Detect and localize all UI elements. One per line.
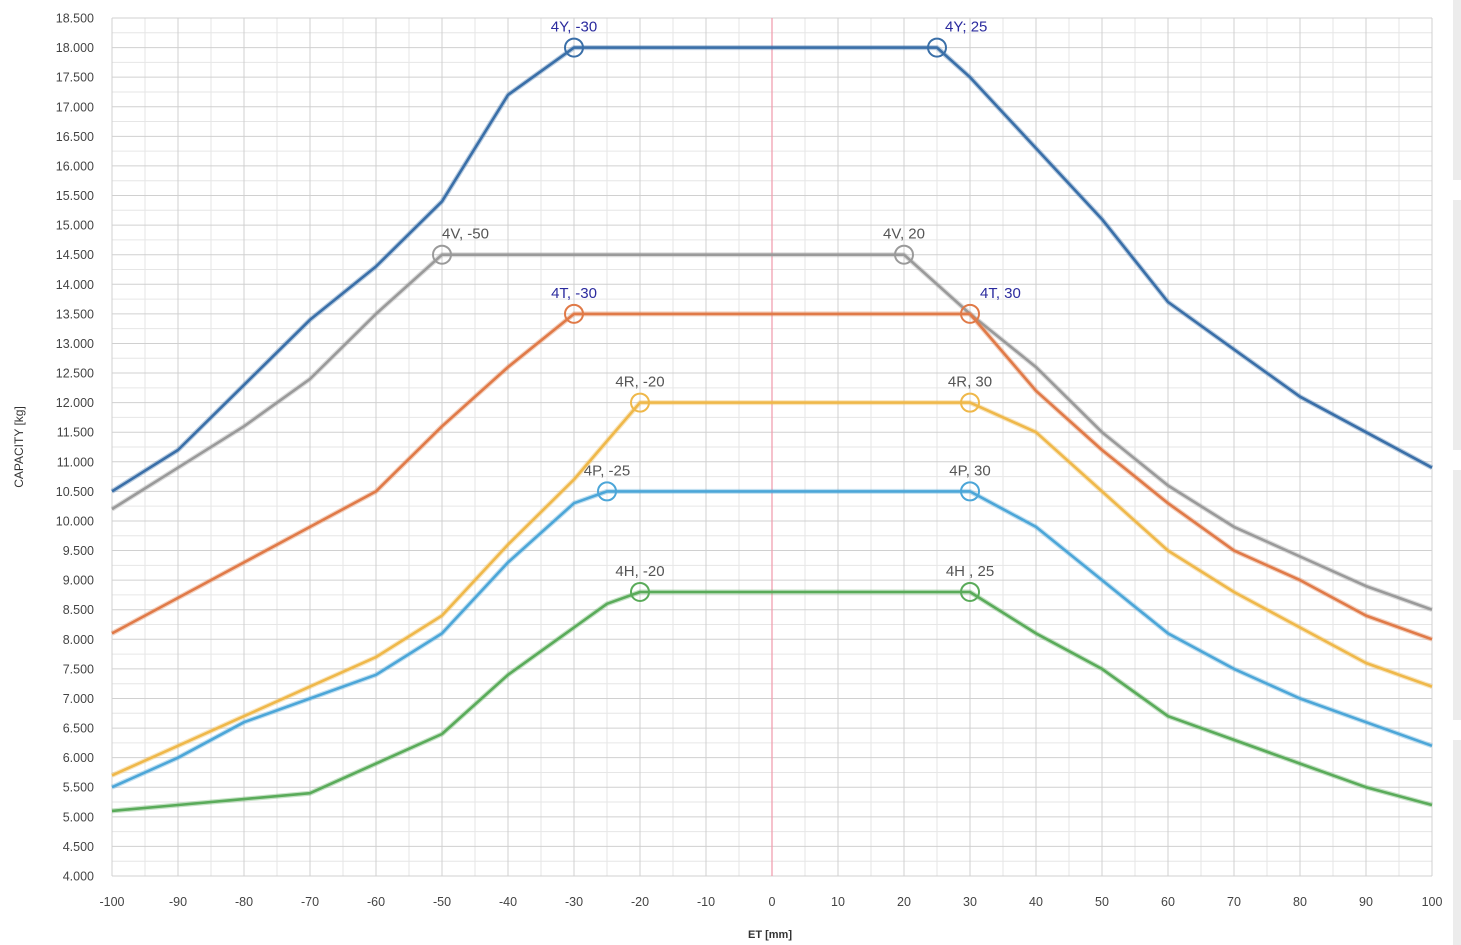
y-tick-label: 6.000 xyxy=(63,751,94,765)
data-point-label: 4R, 30 xyxy=(948,374,992,391)
side-panel-strip xyxy=(1453,740,1461,945)
x-tick-label: -40 xyxy=(499,895,517,909)
y-tick-label: 13.000 xyxy=(56,337,94,351)
y-tick-label: 16.000 xyxy=(56,159,94,173)
data-point-label: 4V, -50 xyxy=(442,226,489,243)
x-tick-label: 70 xyxy=(1227,895,1241,909)
series-line xyxy=(111,401,1433,777)
marker-circle xyxy=(960,392,980,413)
y-tick-label: 15.500 xyxy=(56,189,94,203)
y-tick-label: 7.500 xyxy=(63,662,94,676)
x-axis-title: ET [mm] xyxy=(748,929,792,941)
x-tick-label: 40 xyxy=(1029,895,1043,909)
y-tick-label: 5.000 xyxy=(63,810,94,824)
data-point-label: 4H , 25 xyxy=(946,563,994,580)
data-point-label: 4R, -20 xyxy=(615,374,664,391)
y-tick-labels: 4.000 4.500 5.000 5.500 6.000 6.500 7.000 7.500… xyxy=(56,12,94,884)
y-tick-label: 12.000 xyxy=(56,396,94,410)
side-panel-strip xyxy=(1453,470,1461,720)
marker-circle xyxy=(960,581,980,602)
series-line xyxy=(111,46,1433,493)
marker-circle xyxy=(432,244,452,265)
y-tick-label: 15.000 xyxy=(56,219,94,233)
y-tick-label: 16.500 xyxy=(56,130,94,144)
y-tick-label: 17.000 xyxy=(56,100,94,114)
x-tick-label: 80 xyxy=(1293,895,1307,909)
x-tick-labels: -100 -90 -80 -70 -60 -50 -40 -30 -20 -10 0 10 20 30 40… xyxy=(99,895,1442,909)
y-tick-label: 18.500 xyxy=(56,12,94,26)
series-layer xyxy=(110,45,1434,814)
marker-circle xyxy=(960,481,980,502)
x-tick-label: -60 xyxy=(367,895,385,909)
y-tick-label: 10.000 xyxy=(56,514,94,528)
x-tick-label: 0 xyxy=(769,895,776,909)
data-point-label: 4P, 30 xyxy=(949,462,990,479)
x-tick-label: -20 xyxy=(631,895,649,909)
x-tick-label: 20 xyxy=(897,895,911,909)
series-line xyxy=(111,590,1433,813)
side-panel-strip xyxy=(1453,200,1461,450)
data-point-label: 4Y, -30 xyxy=(551,19,597,36)
y-tick-label: 9.000 xyxy=(63,574,94,588)
series-line xyxy=(111,490,1433,789)
data-point-label: 4T, -30 xyxy=(551,285,597,302)
y-tick-label: 14.500 xyxy=(56,248,94,262)
y-tick-label: 13.500 xyxy=(56,307,94,321)
y-tick-label: 6.500 xyxy=(63,722,94,736)
data-point-label: 4P, -25 xyxy=(584,462,630,479)
y-tick-label: 9.500 xyxy=(63,544,94,558)
y-tick-label: 18.000 xyxy=(56,41,94,55)
side-panel-strip xyxy=(1453,0,1461,180)
y-tick-label: 4.500 xyxy=(63,840,94,854)
x-tick-label: 30 xyxy=(963,895,977,909)
x-tick-label: -100 xyxy=(99,895,124,909)
y-axis-title: CAPACITY [kg] xyxy=(12,406,26,488)
data-point-label: 4V, 20 xyxy=(883,226,925,243)
y-tick-label: 8.500 xyxy=(63,603,94,617)
data-point-label: 4Y; 25 xyxy=(945,19,987,36)
x-tick-label: -70 xyxy=(301,895,319,909)
y-tick-label: 4.000 xyxy=(63,870,94,884)
x-tick-label: 50 xyxy=(1095,895,1109,909)
x-tick-label: 90 xyxy=(1359,895,1373,909)
y-tick-label: 10.500 xyxy=(56,485,94,499)
marker-circle xyxy=(630,392,650,413)
x-tick-label: -10 xyxy=(697,895,715,909)
marker-circle xyxy=(564,37,584,58)
x-tick-label: -30 xyxy=(565,895,583,909)
marker-layer: 4Y, -30 4Y; 25 4V, -50 4V, 20 4T, -30 4T, 30 4… xyxy=(432,19,1021,602)
y-tick-label: 8.000 xyxy=(63,633,94,647)
x-tick-label: 10 xyxy=(831,895,845,909)
x-tick-label: -80 xyxy=(235,895,253,909)
x-tick-label: -90 xyxy=(169,895,187,909)
marker-circle xyxy=(564,303,584,324)
marker-circle xyxy=(597,481,617,502)
marker-circle xyxy=(927,37,947,58)
x-tick-label: -50 xyxy=(433,895,451,909)
y-tick-label: 11.000 xyxy=(57,455,94,469)
y-tick-label: 12.500 xyxy=(56,367,94,381)
x-tick-label: 60 xyxy=(1161,895,1175,909)
y-tick-label: 14.000 xyxy=(56,278,94,292)
marker-circle xyxy=(630,581,650,602)
x-tick-label: 100 xyxy=(1422,895,1443,909)
marker-circle xyxy=(894,244,914,265)
y-tick-label: 7.000 xyxy=(63,692,94,706)
y-tick-label: 17.500 xyxy=(56,71,94,85)
data-point-label: 4T, 30 xyxy=(980,285,1021,302)
data-point-label: 4H, -20 xyxy=(615,563,664,580)
marker-circle xyxy=(960,303,980,324)
y-tick-label: 11.500 xyxy=(57,426,94,440)
series-line xyxy=(111,312,1433,641)
y-tick-label: 5.500 xyxy=(63,781,94,795)
